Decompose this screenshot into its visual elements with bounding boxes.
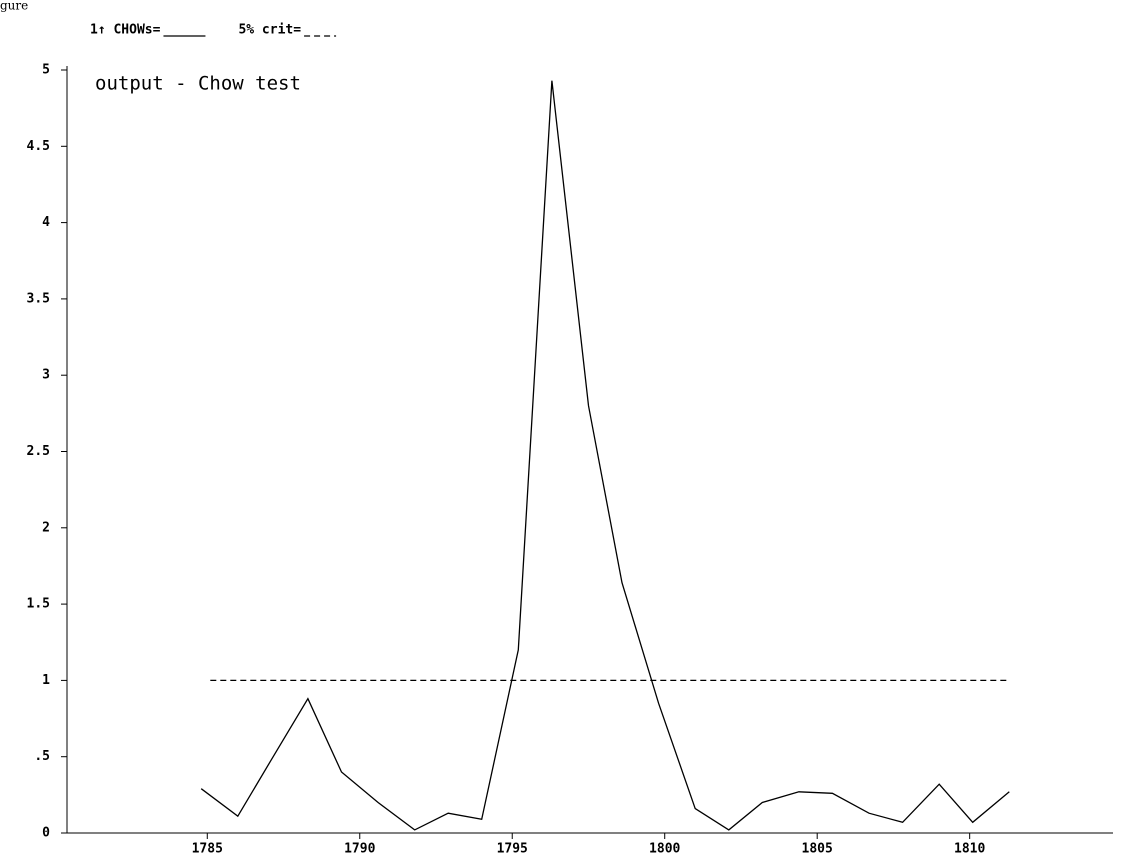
legend-label: 5% crit= xyxy=(238,23,301,38)
series-line xyxy=(200,80,1010,831)
y-tick-label: 4.5 xyxy=(27,139,50,154)
y-tick-label: 3 xyxy=(42,368,50,383)
y-tick-label: .5 xyxy=(34,749,50,764)
y-tick-label: 3.5 xyxy=(27,291,50,306)
y-tick-label: 5 xyxy=(42,63,50,78)
x-tick-label: 1805 xyxy=(802,842,833,857)
x-tick-label: 1785 xyxy=(192,842,223,857)
chart-title: output - Chow test xyxy=(95,73,301,95)
y-tick-label: 2.5 xyxy=(27,444,50,459)
y-tick-label: 0 xyxy=(42,826,50,841)
y-tick-label: 2 xyxy=(42,520,50,535)
y-tick-label: 1 xyxy=(42,673,50,688)
x-tick-label: 1800 xyxy=(649,842,680,857)
caption-fragment: gure xyxy=(0,0,28,13)
x-tick-label: 1795 xyxy=(497,842,528,857)
y-tick-label: 4 xyxy=(42,215,50,230)
x-tick-label: 1790 xyxy=(344,842,375,857)
legend-label: 1↑ CHOWs= xyxy=(90,23,161,38)
y-tick-label: 1.5 xyxy=(27,597,50,612)
x-tick-label: 1810 xyxy=(954,842,985,857)
